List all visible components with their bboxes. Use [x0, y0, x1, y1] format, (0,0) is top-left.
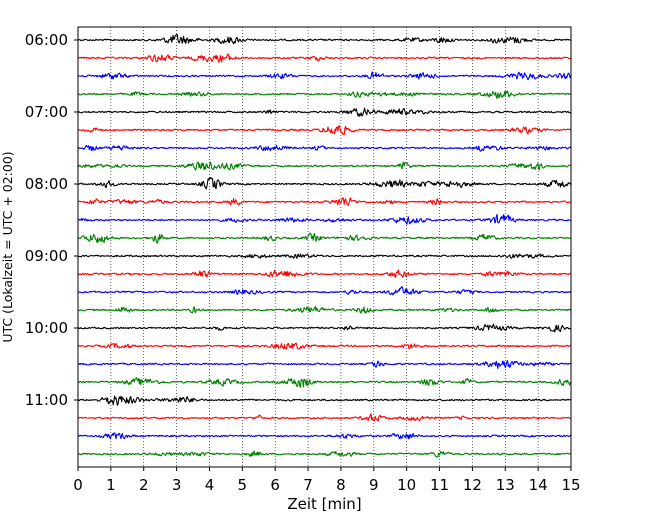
seismic-trace	[77, 413, 572, 422]
seismic-trace	[77, 232, 572, 244]
seismic-trace	[77, 323, 572, 333]
x-tick-label: 14	[529, 476, 548, 494]
seismic-trace	[77, 306, 572, 314]
x-tick-label: 9	[369, 476, 379, 494]
x-tick-label: 3	[172, 476, 182, 494]
x-tick-label: 11	[430, 476, 449, 494]
y-tick-label: 11:00	[25, 391, 68, 409]
seismic-trace	[77, 107, 572, 117]
seismic-trace	[77, 176, 572, 190]
x-tick-label: 7	[303, 476, 313, 494]
plot-frame	[77, 26, 572, 468]
y-tick-label: 08:00	[25, 175, 68, 193]
seismic-trace	[77, 450, 572, 458]
x-tick-label: 5	[238, 476, 248, 494]
x-tick-label: 2	[139, 476, 149, 494]
x-tick-label: 1	[106, 476, 116, 494]
x-axis-label: Zeit [min]	[287, 495, 361, 513]
seismic-traces	[77, 33, 572, 458]
x-tick-label: 13	[496, 476, 515, 494]
seismic-trace	[77, 360, 572, 369]
y-tick-label: 06:00	[25, 31, 68, 49]
x-tick-label: 8	[336, 476, 346, 494]
seismic-trace	[77, 269, 572, 278]
x-tick-label: 4	[205, 476, 215, 494]
x-tick-label: 15	[561, 476, 580, 494]
seismic-trace	[77, 395, 572, 406]
x-tick-label: 0	[73, 476, 83, 494]
grid-lines	[110, 27, 539, 467]
seismic-trace	[77, 253, 572, 259]
seismic-trace	[77, 197, 572, 206]
seismic-trace	[77, 286, 572, 296]
seismic-trace	[77, 125, 572, 136]
seismic-trace	[77, 432, 572, 440]
x-tick-label: 12	[463, 476, 482, 494]
y-tick-label: 09:00	[25, 247, 68, 265]
y-axis: 06:00 07:00 08:00 09:00 10:00 11:00	[25, 31, 78, 409]
seismic-trace	[77, 377, 572, 388]
y-tick-label: 07:00	[25, 103, 68, 121]
x-tick-label: 10	[397, 476, 416, 494]
seismic-trace	[77, 161, 572, 171]
seismic-trace	[77, 71, 572, 81]
x-axis: 0 1 2 3 4 5 6 7 8 9 10 11 12 13 14 15	[73, 467, 581, 494]
seismic-trace	[77, 144, 572, 152]
seismic-trace	[77, 90, 572, 100]
x-tick-label: 6	[270, 476, 280, 494]
y-axis-label: UTC (Lokalzeit = UTC + 02:00)	[0, 151, 15, 342]
seismic-trace	[77, 213, 572, 225]
seismic-trace	[77, 33, 572, 45]
seismic-trace	[78, 53, 572, 63]
y-tick-label: 10:00	[25, 319, 68, 337]
seismic-trace	[77, 342, 572, 350]
